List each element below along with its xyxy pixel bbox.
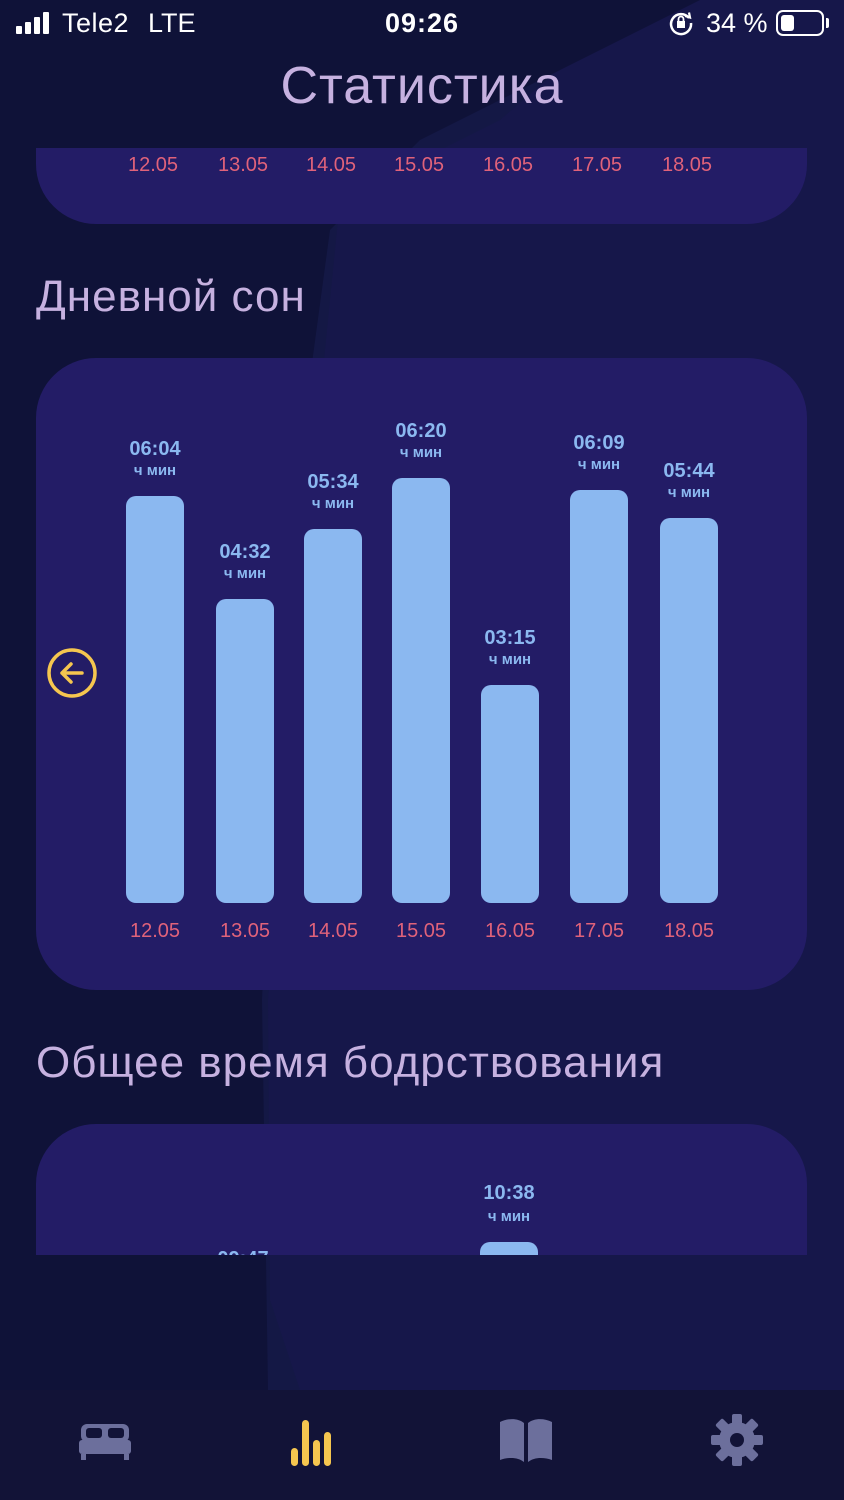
bar-value-label: 06:09 xyxy=(573,432,625,454)
arrow-left-icon[interactable] xyxy=(46,647,98,699)
clock: 09:26 xyxy=(384,8,460,38)
date-label: 17.05 xyxy=(571,154,623,176)
bar-value-label: 03:15 xyxy=(484,627,536,649)
bar-value-label: 06:04 xyxy=(129,438,181,460)
book-icon xyxy=(500,1419,552,1462)
date-label: 12.05 xyxy=(127,154,179,176)
date-label: 14.05 xyxy=(305,154,357,176)
sleep-bar[interactable] xyxy=(216,599,274,903)
battery-tip xyxy=(826,18,829,28)
rotation-lock-icon xyxy=(669,12,693,36)
status-bar: Tele2 LTE 09:26 34 % xyxy=(0,0,844,48)
date-label: 16.05 xyxy=(484,920,536,942)
sleep-bar[interactable] xyxy=(126,496,184,903)
sleep-bar[interactable] xyxy=(481,685,539,903)
bar-unit-label: ч мин xyxy=(311,495,355,512)
bar-unit-label: ч мин xyxy=(487,1208,531,1225)
previous-stats-card xyxy=(36,148,807,224)
date-label: 18.05 xyxy=(663,920,715,942)
sleep-bar[interactable] xyxy=(392,478,450,903)
bar-unit-label: ч мин xyxy=(667,484,711,501)
date-label: 15.05 xyxy=(395,920,447,942)
signal-icon xyxy=(16,12,52,34)
date-label: 14.05 xyxy=(307,920,359,942)
bar-unit-label: ч мин xyxy=(133,462,177,479)
bar-value-label: 06:20 xyxy=(395,420,447,442)
carrier-name: Tele2 xyxy=(62,8,130,38)
date-label: 13.05 xyxy=(217,154,269,176)
awake-title: Общее время бодрствования xyxy=(36,1038,665,1087)
network-type: LTE xyxy=(148,8,196,38)
sleep-bar[interactable] xyxy=(660,518,718,903)
tab-library[interactable] xyxy=(494,1410,558,1470)
awake-bar xyxy=(480,1242,538,1255)
bar-value-label: 10:38 xyxy=(483,1182,535,1204)
day-sleep-title: Дневной сон xyxy=(36,272,306,321)
battery-level xyxy=(781,15,794,31)
date-label: 15.05 xyxy=(393,154,445,176)
date-label: 12.05 xyxy=(129,920,181,942)
bar-unit-label: ч мин xyxy=(577,456,621,473)
date-label: 16.05 xyxy=(482,154,534,176)
bed-icon xyxy=(79,1424,131,1460)
battery-percent: 34 % xyxy=(706,8,768,38)
bar-unit-label: ч мин xyxy=(488,651,532,668)
sleep-bar[interactable] xyxy=(570,490,628,903)
tab-settings[interactable] xyxy=(705,1410,769,1470)
awake-card: 10:38 ч мин 09:47 xyxy=(36,1124,807,1255)
battery-icon xyxy=(776,10,824,36)
bar-chart-icon xyxy=(291,1420,331,1466)
gear-icon xyxy=(711,1414,763,1466)
bar-unit-label: ч мин xyxy=(223,565,267,582)
bar-unit-label: ч мин xyxy=(399,444,443,461)
sleep-bar[interactable] xyxy=(304,529,362,903)
page-title: Статистика xyxy=(280,57,564,115)
bar-value-label: 05:44 xyxy=(663,460,715,482)
date-label: 18.05 xyxy=(661,154,713,176)
bar-value-label-cut: 09:47 xyxy=(193,1248,293,1255)
date-label: 17.05 xyxy=(573,920,625,942)
tab-bar xyxy=(0,1390,844,1500)
bar-value-label: 04:32 xyxy=(219,541,271,563)
date-label: 13.05 xyxy=(219,920,271,942)
tab-statistics[interactable] xyxy=(283,1410,347,1470)
tab-sleep[interactable] xyxy=(73,1410,137,1470)
bar-value-label: 05:34 xyxy=(307,471,359,493)
